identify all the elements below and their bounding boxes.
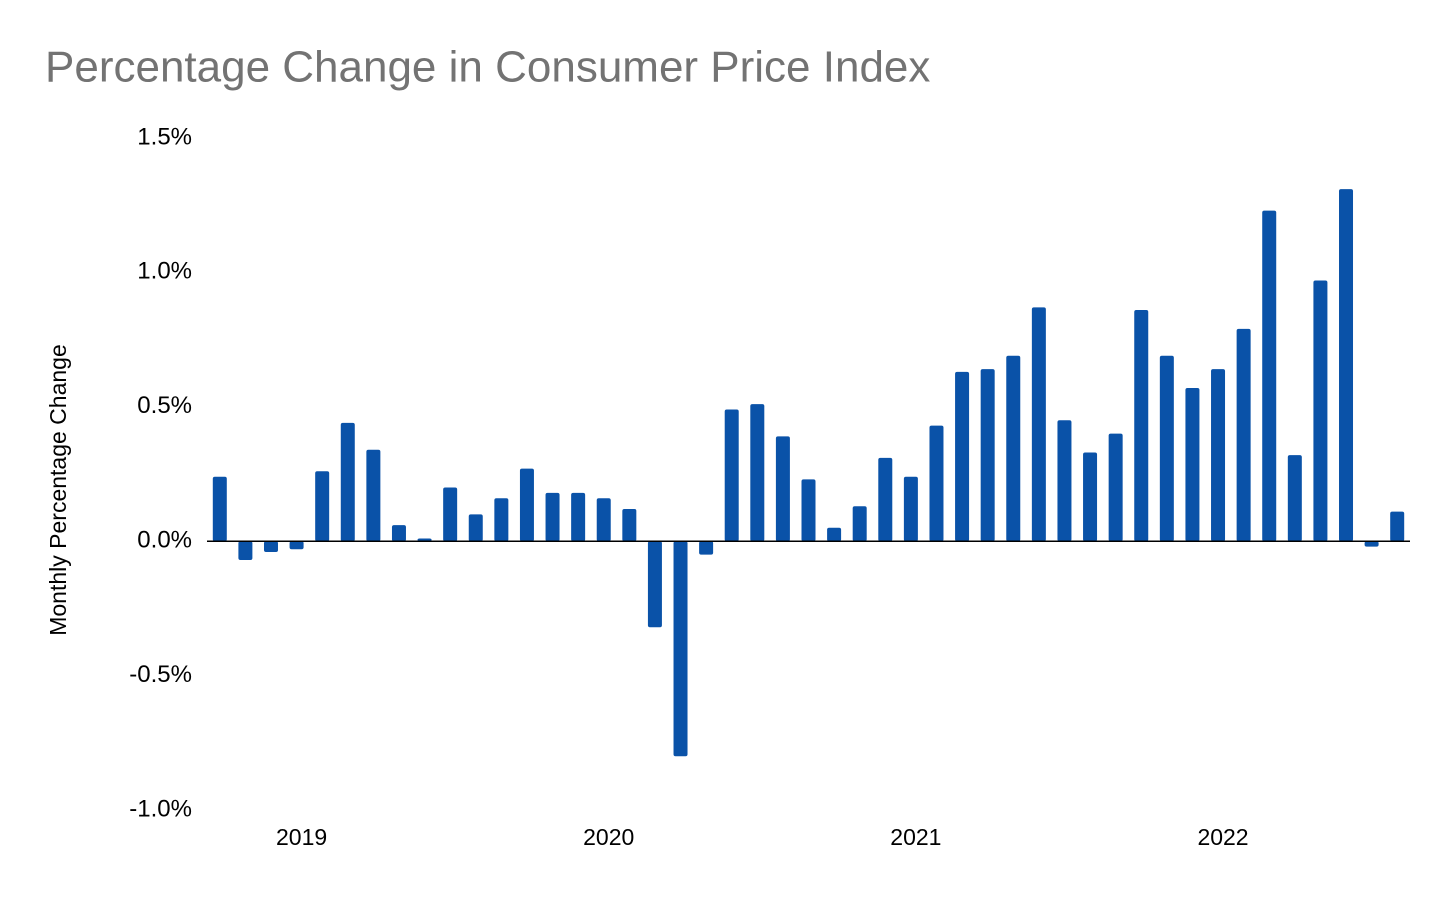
bar [852,506,867,542]
bar [468,514,483,542]
y-tick-label: 0.5% [137,392,192,419]
bar [1159,355,1174,542]
bar [724,409,739,542]
bar [391,525,406,542]
bar [571,492,586,542]
bar [494,498,509,542]
bar [212,476,227,542]
bar [903,476,918,542]
bar [366,449,381,542]
bar [929,425,944,542]
bar [1031,307,1046,542]
bar [622,508,637,542]
x-tick-label: 2022 [1197,824,1248,850]
bar [699,541,714,555]
bar [647,541,662,628]
x-tick-label: 2020 [583,824,634,850]
x-tick-label: 2021 [890,824,941,850]
y-axis-label: Monthly Percentage Change [45,344,71,636]
bar [1236,328,1251,542]
bar [878,457,893,542]
bar [596,498,611,542]
chart-title: Percentage Change in Consumer Price Inde… [45,43,930,92]
bar [955,371,970,542]
y-tick-label: 1.5% [137,123,192,150]
bar [1006,355,1021,542]
bar [1287,455,1302,542]
bar [1185,387,1200,542]
bar [263,541,278,552]
bar [750,404,765,542]
bar [238,541,253,561]
bar [289,541,304,550]
bar [801,479,816,542]
bar [673,541,688,757]
bar [827,527,842,542]
bar [1083,452,1098,542]
bar [1390,511,1405,542]
bar [1364,541,1379,547]
bar [775,436,790,542]
bar [980,369,995,542]
y-tick-label: -0.5% [129,661,192,688]
y-tick-label: 0.0% [137,527,192,554]
y-tick-label: 1.0% [137,258,192,285]
bar [315,471,330,542]
x-tick-label: 2019 [276,824,327,850]
bar [1057,420,1072,542]
bar [340,422,355,542]
bar [443,487,458,542]
bar [545,492,560,542]
bar [1134,310,1149,542]
y-tick-label: -1.0% [129,795,192,822]
bar [1262,210,1277,542]
bar [1211,369,1226,542]
bar [519,468,534,542]
bar [1339,189,1354,542]
bar [1313,280,1328,542]
bar [1108,433,1123,542]
